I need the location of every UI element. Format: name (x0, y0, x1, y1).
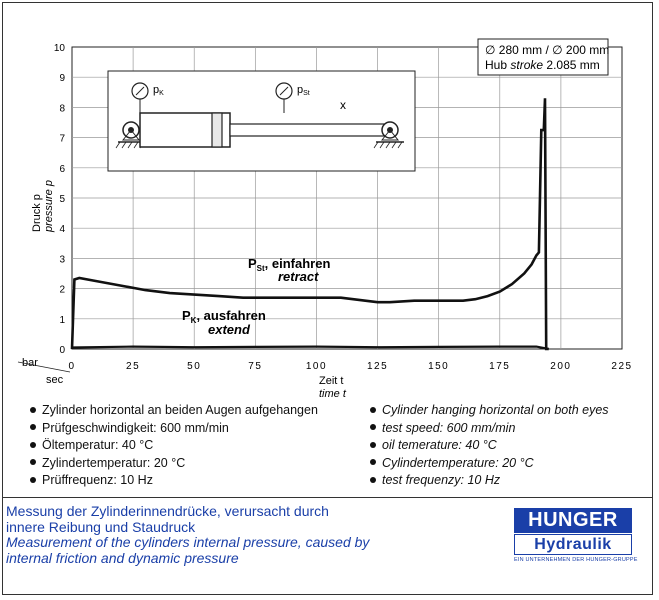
x-tick-label: 25 (126, 361, 140, 372)
bullet-icon (30, 459, 36, 466)
series-line-pk (71, 345, 549, 351)
footer: Messung der Zylinderinnendrücke, verursa… (2, 497, 653, 595)
bullet-icon (370, 476, 376, 483)
caption-de-line1: Messung der Zylinderinnendrücke, verursa… (6, 503, 329, 519)
figure-frame (2, 2, 653, 595)
logo-hunger: HUNGER (514, 508, 632, 533)
bullet-icon (30, 476, 36, 483)
note-en-2: oil temerature: 40 °C (370, 437, 609, 455)
y-tick-label: 8 (59, 103, 65, 114)
x-axis-title-en: time t (319, 388, 347, 400)
note-en-0: Cylinder hanging horizontal on both eyes (370, 402, 609, 420)
pk-gauge-label: pK (153, 84, 164, 97)
info-dimensions: ∅ 280 mm / ∅ 200 mm (485, 43, 609, 57)
y-tick-label: 10 (54, 43, 66, 54)
x-tick-label: 175 (489, 361, 510, 372)
piston (211, 112, 223, 148)
left-support-icon (121, 129, 141, 141)
notes-german: Zylinder horizontal an beiden Augen aufg… (30, 402, 318, 490)
y-tick-label: 1 (59, 315, 65, 326)
bullet-icon (370, 459, 376, 466)
x-tick-label: 125 (367, 361, 388, 372)
note-de-0: Zylinder horizontal an beiden Augen aufg… (30, 402, 318, 420)
unit-divider-line (17, 361, 71, 373)
x-axis-title-de: Zeit t (319, 375, 343, 387)
pst-annotation: PSt, einfahren (248, 256, 330, 273)
y-tick-label: 7 (59, 134, 65, 145)
notes-english: Cylinder hanging horizontal on both eyes… (370, 402, 609, 490)
x-tick-label: 75 (248, 361, 262, 372)
note-de-1: Prüfgeschwindigkeit: 600 mm/min (30, 420, 318, 438)
test-conditions: Zylinder horizontal an beiden Augen aufg… (30, 402, 640, 494)
pst-gauge-label: pSt (297, 84, 310, 97)
bullet-icon (30, 406, 36, 413)
bullet-icon (370, 424, 376, 431)
x-tick-label: 200 (550, 361, 571, 372)
piston-rod (229, 123, 386, 137)
caption: Messung der Zylinderinnendrücke, verursa… (6, 503, 486, 566)
pressure-chart: pK pSt x ∅ 280 mm / ∅ 200 mm Hub stroke … (17, 38, 632, 400)
y-unit-label: bar (22, 357, 38, 369)
bullet-icon (370, 406, 376, 413)
x-unit-label: sec (46, 374, 64, 386)
note-de-2: Öltemperatur: 40 °C (30, 437, 318, 455)
pk-annotation: PK, ausfahren (182, 308, 266, 325)
right-support-icon (380, 129, 400, 141)
info-box-frame (477, 38, 609, 76)
series-line-pst (70, 98, 549, 351)
x-tick-label: 150 (428, 361, 449, 372)
bullet-icon (30, 441, 36, 448)
y-tick-label: 6 (59, 164, 65, 175)
y-tick-label: 3 (59, 254, 65, 265)
note-en-1: test speed: 600 mm/min (370, 420, 609, 438)
x-tick-label: 100 (306, 361, 327, 372)
pst-annotation-en: retract (278, 269, 319, 284)
bullet-icon (30, 424, 36, 431)
x-label: x (340, 98, 346, 112)
info-stroke: Hub stroke 2.085 mm (485, 58, 600, 72)
pk-gauge-needle-icon (135, 86, 145, 96)
cylinder-diagram: pK pSt x (107, 70, 416, 172)
y-tick-label: 0 (59, 345, 65, 356)
note-de-4: Prüffrequenz: 10 Hz (30, 472, 318, 490)
y-tick-label: 4 (59, 224, 65, 235)
x-tick-label: 225 (611, 361, 632, 372)
caption-en-line2: internal friction and dynamic pressure (6, 549, 239, 566)
bullet-icon (370, 441, 376, 448)
info-box: ∅ 280 mm / ∅ 200 mm Hub stroke 2.085 mm (477, 38, 609, 76)
logo-hydraulik: Hydraulik (514, 534, 632, 555)
y-axis-title-en: pressure p (43, 180, 55, 233)
y-axis-title-de: Druck p (31, 194, 43, 232)
caption-de-line2: innere Reibung und Staudruck (6, 518, 196, 535)
hunger-logo: HUNGER Hydraulik EIN UNTERNEHMEN DER HUN… (514, 508, 638, 563)
x-tick-label: 50 (187, 361, 201, 372)
x-tick-label: 0 (68, 361, 75, 372)
note-en-4: test frequenzy: 10 Hz (370, 472, 609, 490)
right-ground-hatch (373, 141, 403, 149)
note-de-3: Zylindertemperatur: 20 °C (30, 455, 318, 473)
caption-en-line1: Measurement of the cylinders internal pr… (6, 534, 370, 550)
left-ground-hatch (115, 141, 145, 149)
pst-gauge-needle-icon (279, 86, 289, 96)
note-en-3: Cylindertemperature: 20 °C (370, 455, 609, 473)
y-tick-label: 2 (59, 285, 65, 296)
pk-annotation-en: extend (208, 322, 251, 337)
y-tick-label: 5 (59, 194, 65, 205)
y-tick-label: 9 (59, 73, 65, 84)
logo-subline: EIN UNTERNEHMEN DER HUNGER-GRUPPE (514, 557, 638, 563)
